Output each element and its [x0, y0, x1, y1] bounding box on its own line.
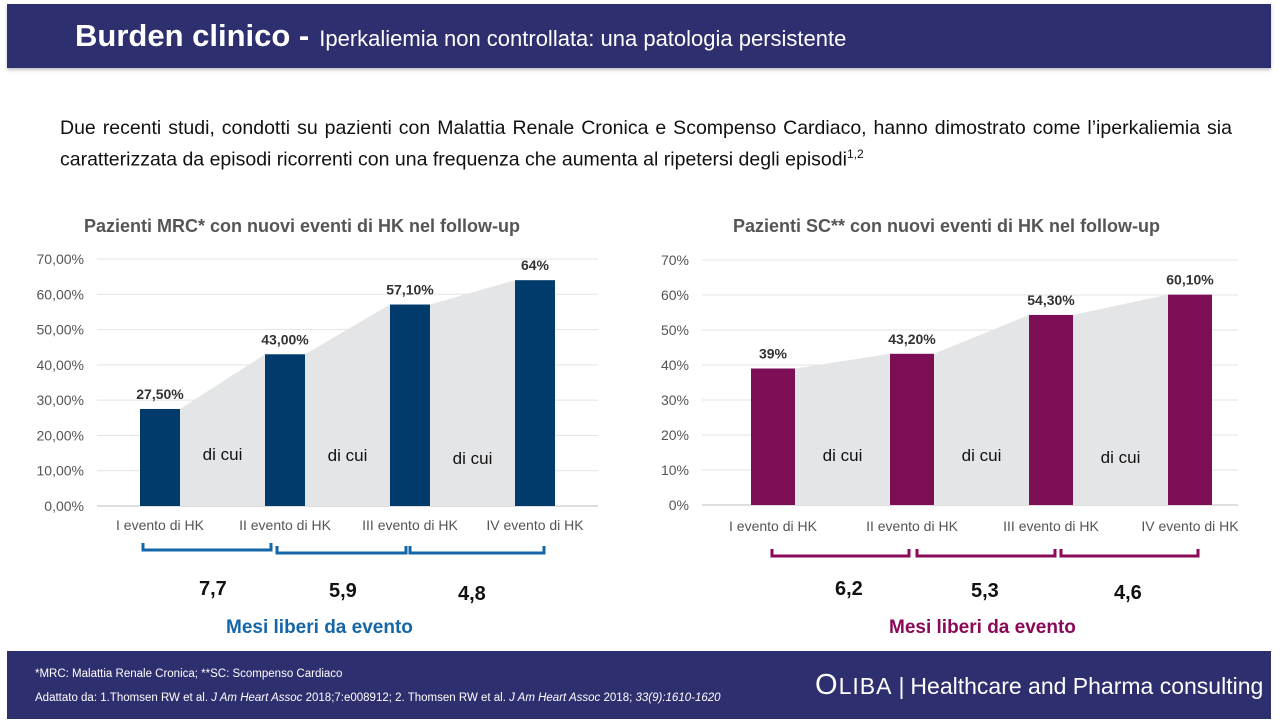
bracket-sc-1: [770, 549, 911, 558]
connector-band-mrc-1: [180, 354, 265, 506]
band-label-sc-3: di cui: [1101, 448, 1141, 467]
data-label-mrc-3: 57,10%: [386, 282, 434, 298]
x-tick-label-mrc-3: III evento di HK: [362, 517, 458, 533]
bar-mrc-1: [140, 408, 180, 506]
y-tick-label-sc-2: 20%: [661, 427, 689, 443]
connector-band-sc-3: [1073, 294, 1168, 505]
chart-title-sc: Pazienti SC** con nuovi eventi di HK nel…: [733, 216, 1161, 236]
footer-bar: *MRC: Malattia Renale Cronica; **SC: Sco…: [7, 651, 1271, 719]
x-tick-label-mrc-2: II evento di HK: [239, 517, 331, 533]
y-tick-label-sc-3: 30%: [661, 392, 689, 408]
brace-value-mrc-2: 5,9: [329, 580, 357, 602]
y-tick-label-sc-6: 60%: [661, 287, 689, 303]
source-text-4: 33(9):1610-1620: [635, 692, 721, 704]
data-label-mrc-1: 27,50%: [136, 386, 184, 402]
intro-refs: 1,2: [846, 147, 864, 161]
brace-value-mrc-1: 7,7: [199, 578, 227, 600]
source-text-1: Adattato da: 1.Thomsen RW et al.: [35, 692, 209, 704]
band-label-sc-1: di cui: [823, 446, 863, 465]
connector-band-mrc-2: [305, 304, 390, 506]
band-label-mrc-1: di cui: [203, 445, 243, 464]
brand-logo: OLIBA | Healthcare and Pharma consulting: [815, 669, 1263, 702]
band-label-mrc-2: di cui: [328, 446, 368, 465]
chart-title-mrc: Pazienti MRC* con nuovi eventi di HK nel…: [84, 216, 521, 236]
bar-sc-4: [1168, 294, 1212, 505]
brand-tagline: Healthcare and Pharma consulting: [910, 673, 1264, 699]
connector-band-mrc-3: [430, 280, 515, 506]
bracket-sc-3: [1059, 549, 1200, 558]
data-label-sc-2: 43,20%: [888, 331, 936, 347]
bracket-sc-2: [915, 549, 1057, 558]
y-tick-label-sc-5: 50%: [661, 322, 689, 338]
months-caption-sc: Mesi liberi da evento: [889, 617, 1076, 638]
y-tick-label-mrc-6: 60,00%: [37, 286, 84, 302]
connector-band-sc-2: [934, 314, 1029, 505]
y-tick-label-sc-1: 10%: [661, 462, 689, 478]
x-tick-label-sc-4: IV evento di HK: [1141, 518, 1239, 534]
footnote-abbreviations: *MRC: Malattia Renale Cronica; **SC: Sco…: [35, 668, 343, 680]
bar-sc-3: [1029, 314, 1073, 505]
x-tick-label-sc-2: II evento di HK: [866, 518, 958, 534]
x-tick-label-sc-3: III evento di HK: [1003, 518, 1099, 534]
y-tick-label-mrc-5: 50,00%: [37, 322, 84, 338]
bar-sc-1: [751, 368, 795, 505]
x-tick-label-mrc-1: I evento di HK: [116, 517, 205, 533]
intro-paragraph: Due recenti studi, condotti su pazienti …: [60, 115, 1232, 173]
x-tick-label-sc-1: I evento di HK: [729, 518, 818, 534]
y-tick-label-sc-4: 40%: [661, 357, 689, 373]
source-journal-2: J Am Heart Assoc: [509, 692, 601, 704]
band-label-sc-2: di cui: [962, 446, 1002, 465]
bracket-mrc-3: [408, 546, 546, 555]
brand-name: LIBA: [838, 673, 893, 699]
brace-value-sc-1: 6,2: [835, 578, 863, 600]
bar-mrc-2: [265, 354, 305, 506]
footnote-source: Adattato da: 1.Thomsen RW et al. J Am He…: [35, 692, 721, 704]
data-label-sc-4: 60,10%: [1166, 272, 1214, 288]
data-label-sc-3: 54,30%: [1027, 292, 1075, 308]
y-tick-label-mrc-0: 0,00%: [44, 498, 84, 514]
y-tick-label-mrc-4: 40,00%: [37, 357, 84, 373]
header-title: Burden clinico -: [75, 18, 310, 53]
data-label-mrc-2: 43,00%: [261, 331, 309, 347]
source-text-3: 2018;: [603, 692, 633, 704]
band-label-mrc-3: di cui: [453, 449, 493, 468]
y-tick-label-mrc-1: 10,00%: [37, 463, 84, 479]
x-tick-label-mrc-4: IV evento di HK: [486, 517, 584, 533]
y-tick-label-mrc-2: 20,00%: [37, 427, 84, 443]
data-label-sc-1: 39%: [759, 346, 788, 362]
source-journal-1: J Am Heart Assoc: [211, 692, 303, 704]
bracket-mrc-2: [275, 546, 408, 555]
header-subtitle: Iperkaliemia non controllata: una patolo…: [319, 26, 847, 51]
bracket-mrc-1: [141, 543, 273, 552]
intro-text: Due recenti studi, condotti su pazienti …: [60, 117, 1232, 171]
brand-initial: O: [815, 669, 839, 701]
brace-value-mrc-3: 4,8: [458, 583, 486, 605]
brand-separator: |: [898, 673, 905, 699]
header-bar: Burden clinico - Iperkaliemia non contro…: [7, 4, 1271, 68]
bar-sc-2: [890, 353, 934, 505]
brace-value-sc-3: 4,6: [1114, 582, 1142, 604]
bar-mrc-4: [515, 280, 555, 506]
y-tick-label-sc-7: 70%: [661, 252, 689, 268]
source-text-2: 2018;7:e008912; 2. Thomsen RW et al.: [305, 692, 506, 704]
brace-value-sc-2: 5,3: [971, 580, 999, 602]
data-label-mrc-4: 64%: [521, 257, 550, 273]
y-tick-label-mrc-7: 70,00%: [37, 251, 84, 267]
bar-mrc-3: [390, 304, 430, 506]
connector-band-sc-1: [795, 353, 890, 505]
months-caption-mrc: Mesi liberi da evento: [226, 617, 413, 638]
y-tick-label-mrc-3: 30,00%: [37, 392, 84, 408]
y-tick-label-sc-0: 0%: [669, 497, 689, 513]
